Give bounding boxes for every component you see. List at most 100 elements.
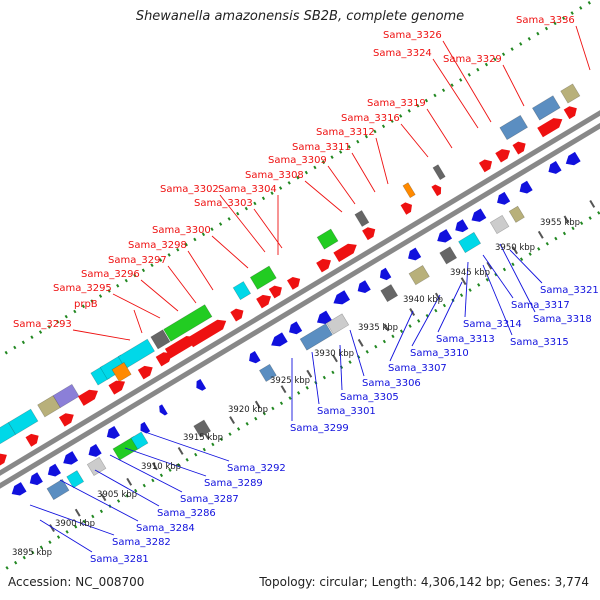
- scale-tick-mark: [177, 446, 184, 455]
- forward-leader-line: [304, 180, 343, 213]
- forward-leader-line: [133, 309, 143, 334]
- forward-gene-arrow: [137, 365, 153, 380]
- cds-tile: [258, 363, 277, 382]
- reverse-leader-line: [94, 469, 160, 507]
- reverse-leader-line: [464, 261, 469, 318]
- reverse-leader-line: [499, 243, 536, 313]
- forward-gene-label: prpB: [74, 299, 98, 310]
- forward-gene-arrow: [77, 389, 98, 406]
- cds-tile: [326, 313, 350, 335]
- cds-tile: [111, 361, 132, 383]
- reverse-gene-arrow: [497, 191, 511, 205]
- genome-summary: Topology: circular; Length: 4,306,142 bp…: [259, 575, 589, 589]
- forward-gene-arrow: [316, 258, 332, 273]
- reverse-gene-arrow: [333, 290, 350, 305]
- reverse-gene-label: Sama_3307: [388, 363, 447, 374]
- forward-gene-arrow: [58, 413, 74, 427]
- reverse-leader-line: [39, 519, 93, 553]
- forward-leader-line: [375, 137, 389, 185]
- cds-tile: [249, 265, 277, 290]
- reverse-gene-arrow: [271, 332, 288, 347]
- forward-gene-label: Sama_3302: [160, 184, 219, 195]
- forward-leader-line: [432, 58, 479, 129]
- reverse-gene-arrow: [548, 160, 562, 174]
- reverse-leader-line: [109, 454, 183, 493]
- scale-tick-mark: [537, 230, 544, 239]
- cds-tile: [489, 214, 510, 235]
- scale-tick-mark: [229, 416, 236, 424]
- reverse-leader-line: [29, 504, 115, 536]
- forward-gene-arrow: [495, 149, 511, 163]
- forward-gene-label: Sama_3296: [81, 269, 140, 280]
- reverse-gene-arrow: [519, 180, 533, 194]
- scale-label: 3945 kbp: [450, 268, 490, 278]
- cds-tile: [130, 431, 149, 450]
- scale-tick-mark: [383, 323, 390, 332]
- cds-tile: [117, 338, 155, 370]
- reverse-gene-label: Sama_3313: [436, 334, 495, 345]
- scale-tick-mark: [460, 277, 467, 286]
- backbone-upper-line: [0, 110, 600, 476]
- reverse-gene-arrow: [63, 451, 79, 465]
- scale-tick-mark: [151, 462, 158, 471]
- reverse-gene-label: Sama_3305: [340, 392, 399, 403]
- scale-tick-mark: [512, 246, 518, 255]
- scale-label: 3950 kbp: [495, 243, 535, 253]
- cds-tile: [499, 114, 529, 141]
- cds-tile: [299, 323, 333, 351]
- reverse-leader-line: [482, 254, 514, 299]
- forward-gene-label: Sama_3309: [268, 155, 327, 166]
- reverse-gene-label: Sama_3315: [510, 337, 569, 348]
- page-title: Shewanella amazonensis SB2B, complete ge…: [135, 9, 465, 24]
- feature-group: [0, 83, 581, 501]
- forward-gene-arrow: [108, 380, 126, 395]
- forward-leader-line: [219, 194, 266, 253]
- reverse-gene-arrow: [11, 482, 27, 496]
- forward-gene-label: Sama_3324: [373, 48, 432, 59]
- backbone-group: [0, 110, 600, 489]
- forward-gene-label: Sama_3329: [443, 54, 502, 65]
- scale-label: 3930 kbp: [314, 349, 354, 359]
- cds-tile: [37, 395, 61, 418]
- reverse-gene-label: Sama_3318: [533, 314, 592, 325]
- forward-gene-arrow: [537, 118, 563, 138]
- forward-leader-line: [253, 208, 283, 249]
- scale-tick-mark: [357, 338, 364, 347]
- scale-label: 3935 kbp: [358, 323, 398, 333]
- forward-gene-arrow: [164, 336, 196, 359]
- accession-text: Accession: NC_008700: [8, 575, 145, 589]
- reverse-gene-label: Sama_3314: [463, 319, 522, 330]
- forward-gene-arrow: [230, 308, 244, 322]
- scale-tick-mark: [434, 292, 441, 301]
- reverse-gene-label: Sama_3321: [540, 285, 599, 296]
- reverse-gene-arrow: [437, 229, 453, 243]
- reverse-gene-label: Sama_3286: [157, 508, 216, 519]
- forward-gene-arrow: [287, 276, 301, 290]
- cds-tile: [8, 408, 39, 435]
- scale-tick-mark: [589, 200, 596, 208]
- forward-leader-line: [187, 250, 214, 291]
- reverse-gene-label: Sama_3299: [290, 423, 349, 434]
- reverse-gene-label: Sama_3282: [112, 537, 171, 548]
- forward-gene-label: Sama_3326: [383, 30, 442, 41]
- scale-tick-mark: [254, 400, 261, 409]
- reverse-leader-line: [411, 294, 441, 347]
- forward-gene-label: Sama_3336: [516, 15, 575, 26]
- scale-label: 3920 kbp: [228, 405, 268, 415]
- reverse-leader-line: [339, 344, 343, 391]
- cds-tile: [52, 383, 80, 409]
- forward-leader-line: [426, 108, 453, 149]
- reverse-leader-line: [311, 351, 320, 405]
- forward-leader-line: [351, 152, 376, 193]
- cds-tile: [163, 304, 213, 342]
- forward-gene-arrow: [478, 159, 493, 173]
- reverse-leader-line: [389, 310, 414, 362]
- forward-leader-line: [327, 165, 356, 205]
- reverse-gene-arrow: [196, 379, 207, 391]
- forward-gene-label: Sama_3298: [128, 240, 187, 251]
- reverse-leader-line: [144, 431, 230, 462]
- reverse-gene-label: Sama_3301: [317, 406, 376, 417]
- cds-tile: [531, 95, 561, 121]
